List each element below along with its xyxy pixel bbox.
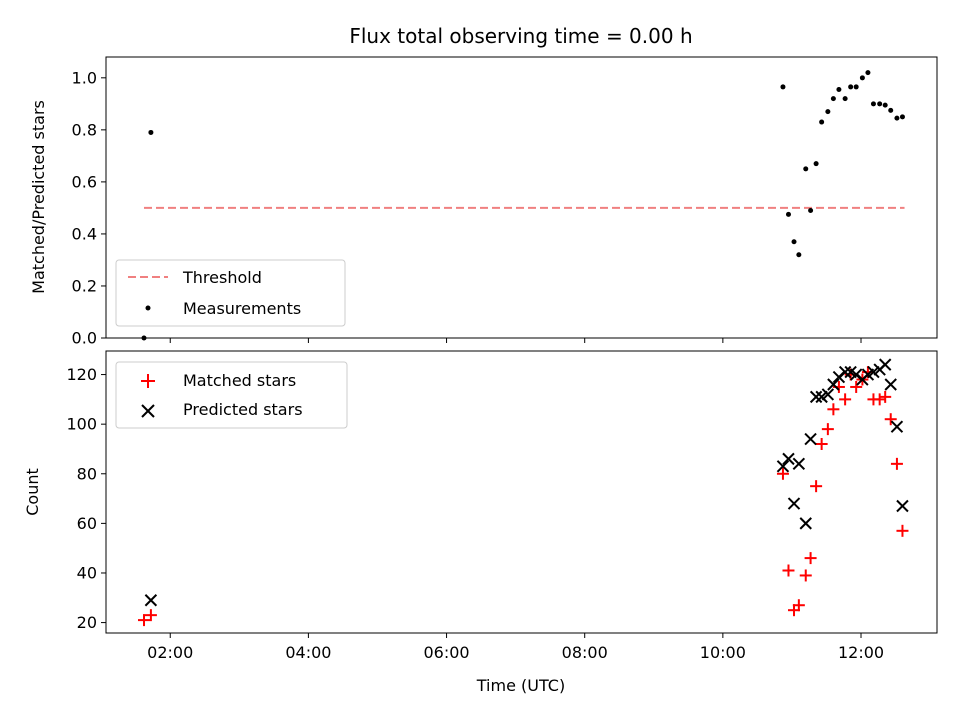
legend-predicted-label: Predicted stars [183,400,303,419]
count-panel: 20 40 60 80 100 120 02:00 04:00 06:00 08:00 10:00… [23,350,938,695]
predicted-star-point [809,390,823,404]
matched-star-point [896,524,909,537]
measurement-point [780,84,786,90]
y-tick-label: 0.4 [72,224,97,243]
matched-star-point [827,403,840,416]
x-tick-label: 10:00 [700,643,746,662]
legend-matched-label: Matched stars [183,371,296,390]
matched-star-point [776,467,789,480]
measurement-point [836,87,842,93]
count-x-ticks: 02:00 04:00 06:00 08:00 10:00 12:00 [147,633,884,662]
matched-star-point [850,380,863,393]
legend-threshold-label: Threshold [182,268,262,287]
legend-measurements-swatch [145,305,151,311]
ratio-y-ticks: 0.0 0.2 0.4 0.6 0.8 1.0 [72,68,106,348]
predicted-star-point [827,378,840,391]
measurement-point [853,84,859,90]
matched-star-point [873,393,886,406]
x-tick-label: 08:00 [562,643,608,662]
matched-star-point [861,366,874,379]
matched-star-point [821,423,834,436]
y-tick-label: 120 [66,365,97,384]
predicted-star-point [144,594,158,607]
measurement-point [791,239,797,245]
y-tick-label: 0.8 [72,120,97,139]
measurement-point [865,70,871,76]
x-tick-label: 06:00 [423,643,469,662]
matched-star-point [815,438,828,451]
matched-star-point [144,609,157,622]
count-points [137,358,909,627]
ratio-panel: 0.0 0.2 0.4 0.6 0.8 1.0 Matched/Predicted sta… [29,56,938,348]
measurement-point [796,252,802,258]
measurement-point [848,84,854,90]
legend-measurements-label: Measurements [183,299,301,318]
predicted-star-point [787,497,801,510]
measurement-point [819,119,825,125]
measurement-point [842,96,848,102]
matched-star-point [804,552,817,565]
x-tick-label: 12:00 [838,643,884,662]
x-axis-label: Time (UTC) [476,676,565,695]
measurement-point [888,107,894,113]
y-tick-label: 100 [66,415,97,434]
measurement-point [148,129,154,135]
measurement-point [813,161,819,167]
matched-star-point [879,390,892,403]
predicted-star-point [804,432,817,446]
chart-title: Flux total observing time = 0.00 h [349,24,692,48]
ratio-y-axis-label: Matched/Predicted stars [29,100,48,294]
count-legend: Matched stars Predicted stars [115,361,348,429]
predicted-star-point [838,365,852,379]
matched-star-point [884,413,897,426]
matched-star-point [137,614,150,627]
x-tick-label: 04:00 [285,643,331,662]
predicted-star-point [792,457,806,471]
matched-star-point [799,569,812,582]
measurement-point [141,335,147,341]
measurement-point [877,101,883,107]
ratio-legend: Threshold Measurements [115,259,346,327]
count-y-ticks: 20 40 60 80 100 120 [66,365,106,632]
measurement-point [825,109,831,115]
measurement-point [803,166,809,172]
ratio-x-ticks [169,338,862,343]
y-tick-label: 0.6 [72,172,97,191]
measurement-point [859,75,865,81]
legend-predicted-swatch [141,404,155,418]
measurement-point [894,115,900,121]
matched-star-point [792,599,805,612]
count-y-axis-label: Count [23,468,42,516]
predicted-star-point [799,517,812,530]
predicted-star-point [890,420,904,433]
y-tick-label: 0.2 [72,276,97,295]
y-tick-label: 80 [77,464,97,483]
y-tick-label: 20 [77,613,97,632]
predicted-star-point [896,499,909,513]
measurement-point [808,208,814,214]
y-tick-label: 1.0 [72,68,97,87]
matched-star-point [839,393,852,406]
measurement-points [141,70,905,341]
measurement-point [882,102,888,108]
predicted-star-point [884,378,897,391]
matched-star-point [890,457,903,470]
measurement-point [830,96,836,102]
legend-matched-swatch [141,374,155,388]
predicted-star-point [821,388,835,401]
predicted-star-point [776,460,790,473]
y-tick-label: 0.0 [72,329,97,348]
y-tick-label: 40 [77,563,97,582]
measurement-point [899,114,905,120]
matched-star-point [810,480,823,493]
x-tick-label: 02:00 [147,643,193,662]
measurement-point [870,101,876,107]
measurement-point [785,211,791,217]
predicted-star-point [878,358,892,371]
predicted-star-point [782,452,795,466]
y-tick-label: 60 [77,514,97,533]
matched-star-point [782,564,795,577]
